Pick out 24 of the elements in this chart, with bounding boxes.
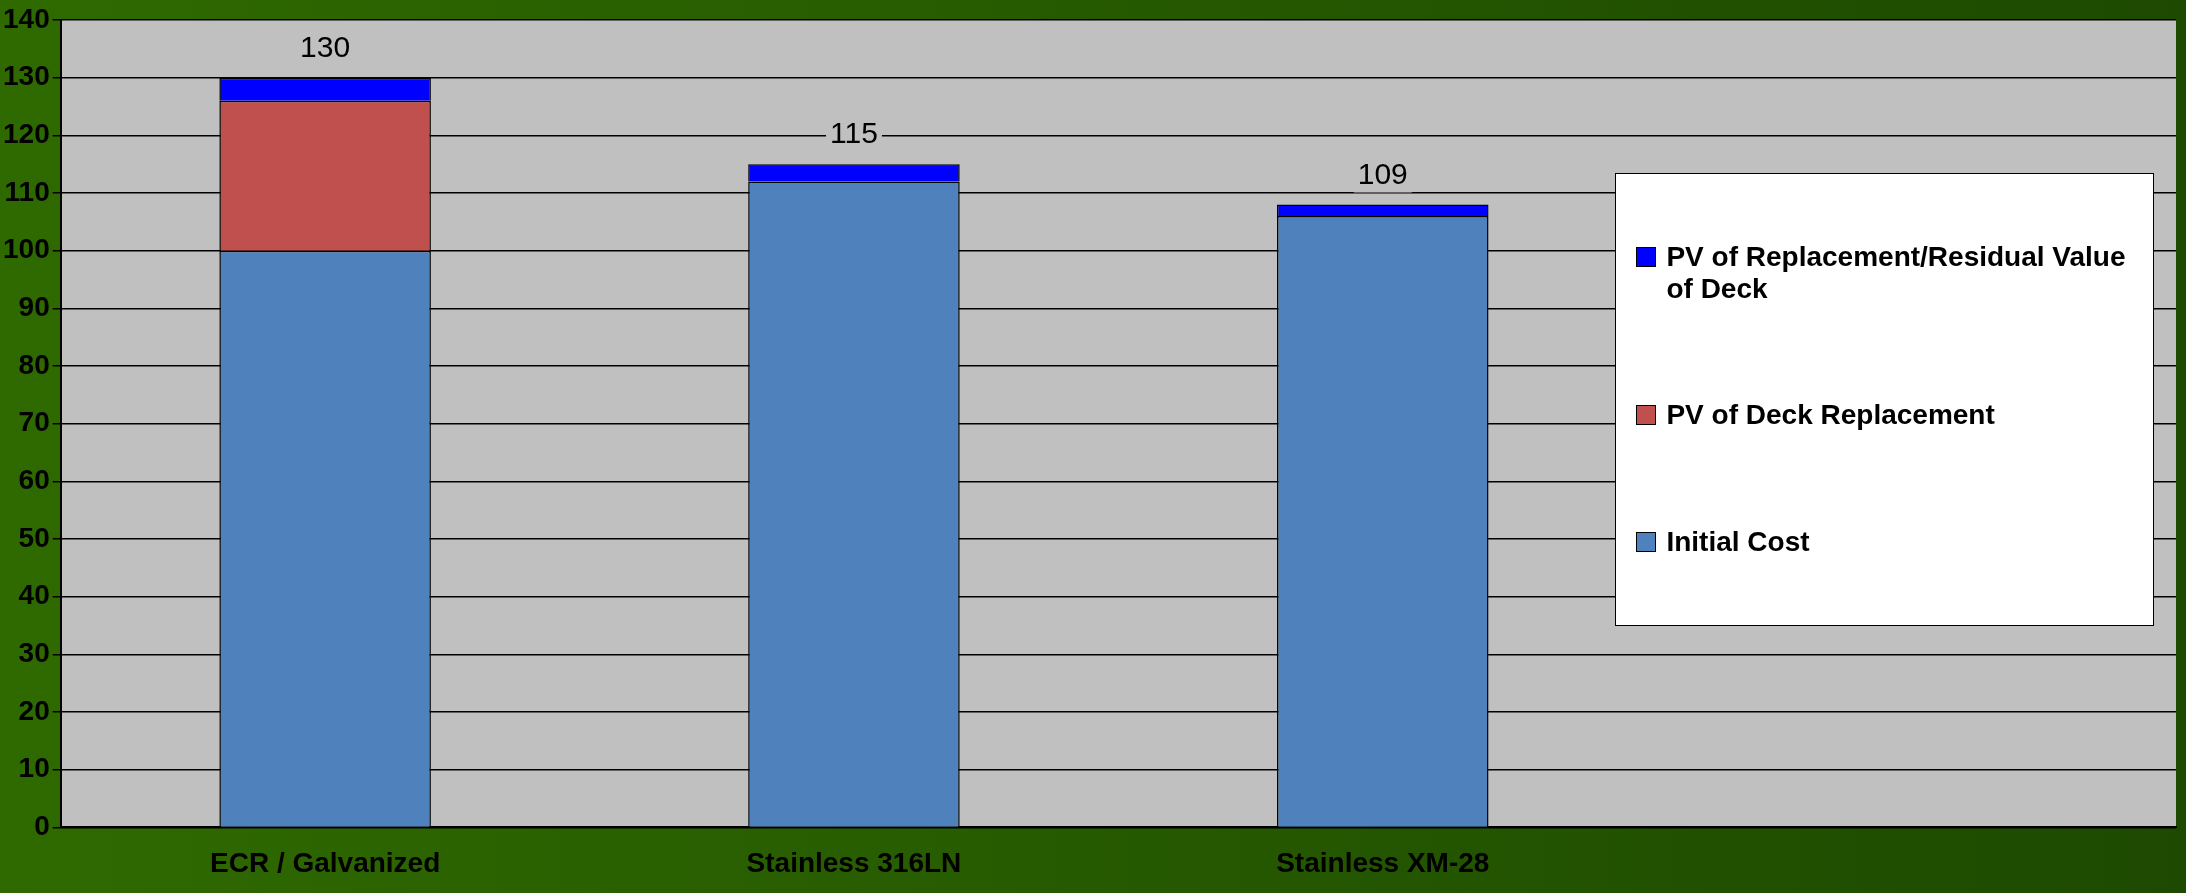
y-tick-label: 140	[3, 2, 50, 34]
y-tick-label: 50	[18, 521, 50, 553]
y-tick-label: 0	[34, 810, 50, 842]
y-tick-label: 40	[18, 579, 50, 611]
y-tick-label: 110	[4, 175, 50, 207]
legend-label: PV of Deck Replacement	[1666, 399, 1995, 432]
x-tick-label: Stainless 316LN	[746, 846, 962, 878]
y-tick-label: 60	[18, 464, 50, 496]
y-tick-label: 90	[18, 291, 50, 323]
total-label: 109	[1357, 156, 1408, 190]
total-label: 130	[300, 29, 351, 63]
y-tick-label: 80	[18, 348, 50, 380]
y-tick-label: 20	[18, 694, 50, 726]
legend-label: Initial Cost	[1666, 525, 1810, 558]
total-label: 115	[830, 116, 878, 150]
y-tick-label: 120	[3, 118, 50, 150]
y-tick-label: 130	[3, 60, 50, 92]
y-tick-label: 30	[18, 637, 50, 669]
x-tick-label: ECR / Galvanized	[209, 846, 441, 878]
legend-label: PV of Replacement/Residual Value of Deck	[1666, 241, 2127, 306]
y-tick-label: 100	[3, 233, 50, 265]
x-tick-label: Stainless XM-28	[1276, 846, 1490, 878]
y-tick-label: 10	[18, 752, 50, 784]
y-tick-label: 70	[18, 406, 50, 438]
